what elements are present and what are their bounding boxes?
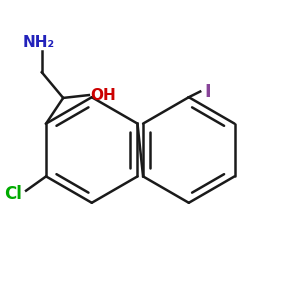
- Text: I: I: [205, 82, 211, 100]
- Text: OH: OH: [90, 88, 116, 103]
- Text: NH₂: NH₂: [23, 35, 55, 50]
- Text: Cl: Cl: [4, 184, 22, 202]
